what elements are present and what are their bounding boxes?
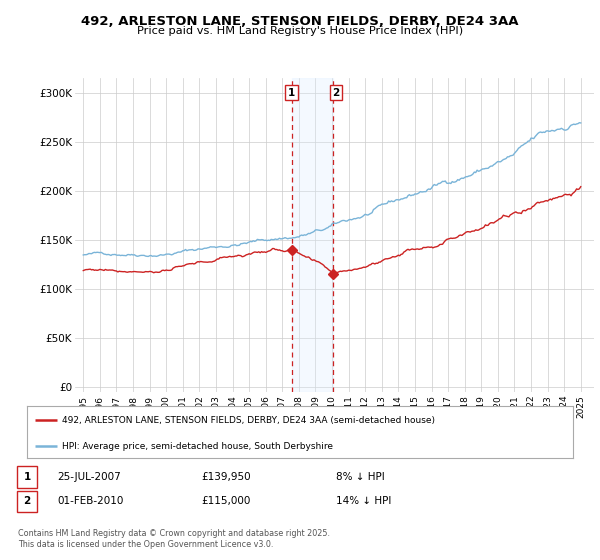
Text: 1: 1: [288, 87, 295, 97]
Text: 492, ARLESTON LANE, STENSON FIELDS, DERBY, DE24 3AA (semi-detached house): 492, ARLESTON LANE, STENSON FIELDS, DERB…: [62, 416, 436, 425]
Text: 01-FEB-2010: 01-FEB-2010: [57, 496, 124, 506]
Text: 25-JUL-2007: 25-JUL-2007: [57, 472, 121, 482]
Bar: [292, 78, 334, 392]
Text: 1: 1: [23, 472, 31, 482]
Text: 8% ↓ HPI: 8% ↓ HPI: [336, 472, 385, 482]
Text: £115,000: £115,000: [201, 496, 250, 506]
Text: 14% ↓ HPI: 14% ↓ HPI: [336, 496, 391, 506]
Text: HPI: Average price, semi-detached house, South Derbyshire: HPI: Average price, semi-detached house,…: [62, 442, 334, 451]
Text: 2: 2: [23, 496, 31, 506]
Text: £139,950: £139,950: [201, 472, 251, 482]
Text: 2: 2: [332, 87, 340, 97]
Text: 492, ARLESTON LANE, STENSON FIELDS, DERBY, DE24 3AA: 492, ARLESTON LANE, STENSON FIELDS, DERB…: [81, 15, 519, 27]
Text: Price paid vs. HM Land Registry's House Price Index (HPI): Price paid vs. HM Land Registry's House …: [137, 26, 463, 36]
Text: Contains HM Land Registry data © Crown copyright and database right 2025.
This d: Contains HM Land Registry data © Crown c…: [18, 529, 330, 549]
